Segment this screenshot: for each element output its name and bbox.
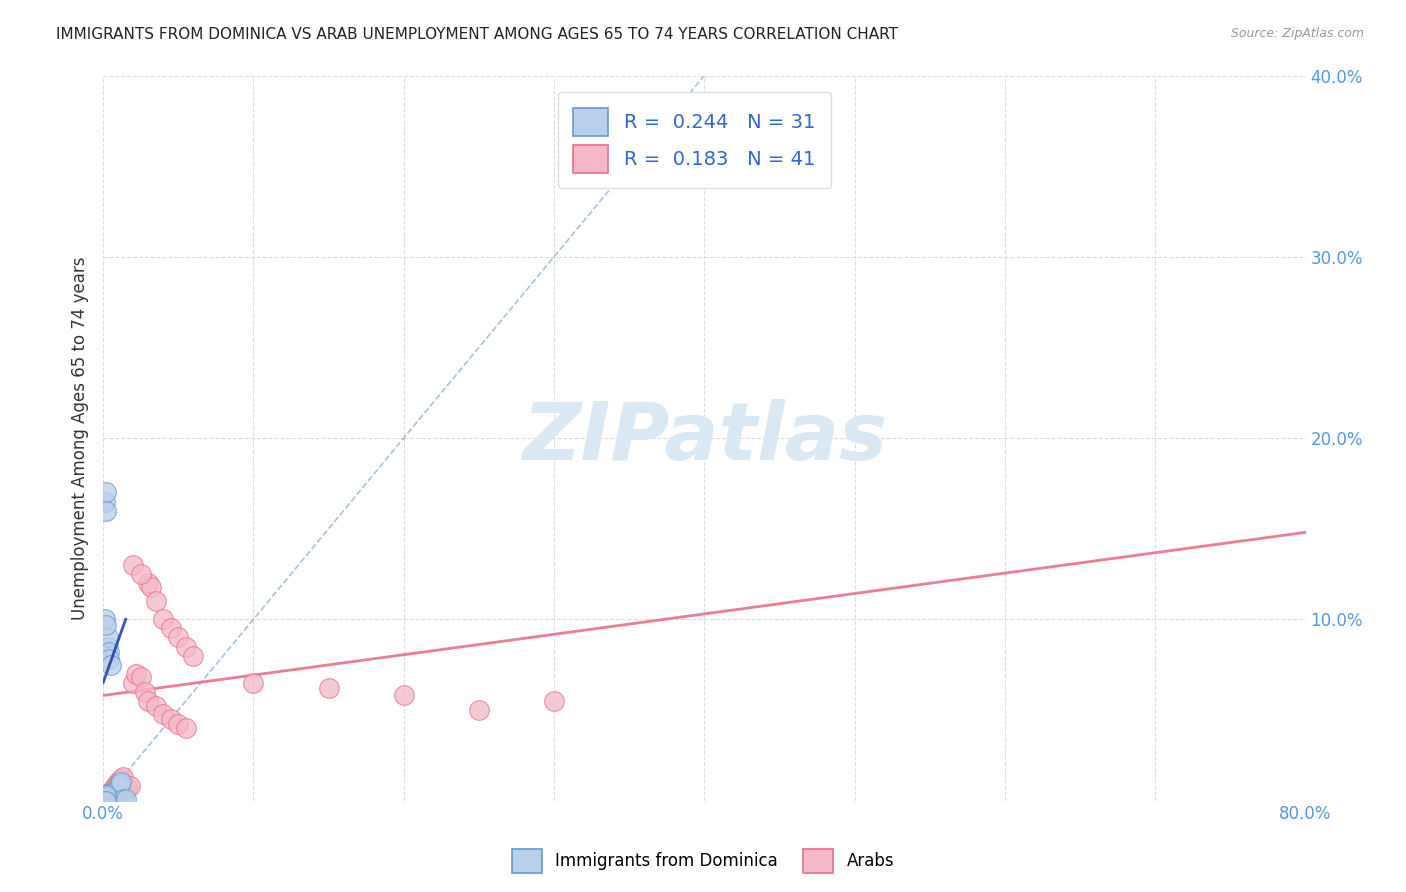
Point <box>114 782 136 797</box>
Point <box>318 681 340 696</box>
Point <box>100 786 122 800</box>
Point <box>94 789 117 804</box>
Point <box>110 775 132 789</box>
Point <box>103 780 125 795</box>
Point <box>94 788 117 802</box>
Point <box>107 779 129 793</box>
Point <box>125 666 148 681</box>
Point <box>103 784 125 798</box>
Point <box>543 694 565 708</box>
Point <box>94 485 117 500</box>
Point <box>93 792 115 806</box>
Point <box>392 689 415 703</box>
Point <box>111 792 134 806</box>
Point <box>100 657 122 672</box>
Point <box>111 770 134 784</box>
Point <box>167 631 190 645</box>
Point <box>94 794 117 808</box>
Legend: R =  0.244   N = 31, R =  0.183   N = 41: R = 0.244 N = 31, R = 0.183 N = 41 <box>558 93 831 188</box>
Point <box>98 786 121 800</box>
Point <box>100 784 122 798</box>
Point <box>101 786 124 800</box>
Point <box>152 706 174 721</box>
Point <box>152 612 174 626</box>
Point <box>122 675 145 690</box>
Point <box>105 780 128 795</box>
Point <box>145 699 167 714</box>
Point <box>105 777 128 791</box>
Point <box>242 675 264 690</box>
Point <box>134 685 156 699</box>
Point <box>94 617 117 632</box>
Point <box>120 779 142 793</box>
Point <box>110 772 132 786</box>
Legend: Immigrants from Dominica, Arabs: Immigrants from Dominica, Arabs <box>505 842 901 880</box>
Text: IMMIGRANTS FROM DOMINICA VS ARAB UNEMPLOYMENT AMONG AGES 65 TO 74 YEARS CORRELAT: IMMIGRANTS FROM DOMINICA VS ARAB UNEMPLO… <box>56 27 898 42</box>
Point <box>101 782 124 797</box>
Point <box>108 777 131 791</box>
Point <box>129 567 152 582</box>
Point <box>100 788 122 802</box>
Point <box>98 645 121 659</box>
Point <box>167 717 190 731</box>
Y-axis label: Unemployment Among Ages 65 to 74 years: Unemployment Among Ages 65 to 74 years <box>72 256 89 620</box>
Point <box>93 612 115 626</box>
Point <box>93 789 115 804</box>
Point <box>93 794 115 808</box>
Point <box>159 621 181 635</box>
Point <box>94 792 117 806</box>
Text: ZIPatlas: ZIPatlas <box>522 399 887 477</box>
Point <box>122 558 145 572</box>
Point <box>97 640 120 654</box>
Point <box>93 792 115 806</box>
Point <box>181 648 204 663</box>
Point <box>98 788 121 802</box>
Point <box>107 775 129 789</box>
Point <box>94 503 117 517</box>
Point <box>97 792 120 806</box>
Point <box>93 494 115 508</box>
Point <box>468 703 491 717</box>
Point <box>97 631 120 645</box>
Point <box>114 792 136 806</box>
Point <box>145 594 167 608</box>
Point <box>141 580 163 594</box>
Point <box>97 788 120 802</box>
Point <box>97 789 120 804</box>
Point <box>98 789 121 804</box>
Text: Source: ZipAtlas.com: Source: ZipAtlas.com <box>1230 27 1364 40</box>
Point <box>104 779 127 793</box>
Point <box>104 782 127 797</box>
Point <box>98 652 121 666</box>
Point <box>174 721 197 735</box>
Point <box>174 640 197 654</box>
Point <box>159 712 181 726</box>
Point <box>129 670 152 684</box>
Point <box>108 773 131 788</box>
Point <box>136 576 159 591</box>
Point <box>115 780 138 795</box>
Point <box>136 694 159 708</box>
